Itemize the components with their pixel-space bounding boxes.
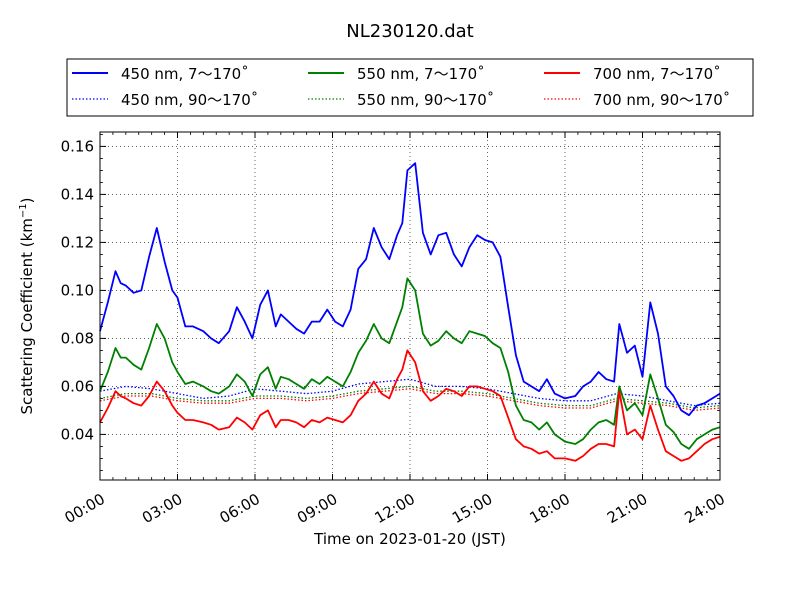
y-tick-label: 0.10 <box>61 281 94 299</box>
series-line <box>99 349 721 462</box>
legend-frame <box>66 58 754 117</box>
plot-frame <box>99 131 721 481</box>
y-tick-label: 0.08 <box>61 329 94 347</box>
x-tick-label: 12:00 <box>372 490 418 527</box>
legend-label: 450 nm, 7～170˚ <box>121 65 249 83</box>
y-axis-label: Scattering Coefficient (km−1) <box>18 197 36 414</box>
series-line <box>99 385 721 409</box>
legend-label: 700 nm, 7～170˚ <box>593 65 721 83</box>
x-tick-label: 03:00 <box>139 490 185 527</box>
series-line <box>99 277 721 450</box>
x-tick-label: 24:00 <box>682 490 728 527</box>
y-tick-label: 0.14 <box>61 185 94 203</box>
x-tick-label: 00:00 <box>62 490 108 527</box>
x-tick-label: 18:00 <box>527 490 573 527</box>
series-line <box>99 162 721 417</box>
x-tick-label: 09:00 <box>294 490 340 527</box>
x-axis-label: Time on 2023-01-20 (JST) <box>313 530 506 548</box>
y-axis-label-exponent: −1 <box>18 203 29 218</box>
x-tick-label: 15:00 <box>449 490 495 527</box>
legend-label: 450 nm, 90～170˚ <box>121 91 258 109</box>
legend: 450 nm, 7～170˚ 550 nm, 7～170˚ 700 nm, 7～17… <box>66 58 754 117</box>
y-tick-label: 0.16 <box>61 137 94 155</box>
plot-area: 00:00 03:00 06:00 09:00 12:00 15:00 18:00 21:00… <box>61 131 728 527</box>
chart-title: NL230120.dat <box>346 21 473 42</box>
x-tick-label: 21:00 <box>604 490 650 527</box>
y-tick-label: 0.04 <box>61 425 94 443</box>
legend-label: 550 nm, 90～170˚ <box>357 91 494 109</box>
y-axis-label-close: ) <box>18 197 36 203</box>
y-tick-label: 0.06 <box>61 377 94 395</box>
y-axis-label-text: Scattering Coefficient (km <box>18 218 36 414</box>
y-tick-label: 0.12 <box>61 233 94 251</box>
legend-label: 550 nm, 7～170˚ <box>357 65 485 83</box>
legend-label: 700 nm, 90～170˚ <box>593 91 730 109</box>
x-tick-label: 06:00 <box>217 490 263 527</box>
